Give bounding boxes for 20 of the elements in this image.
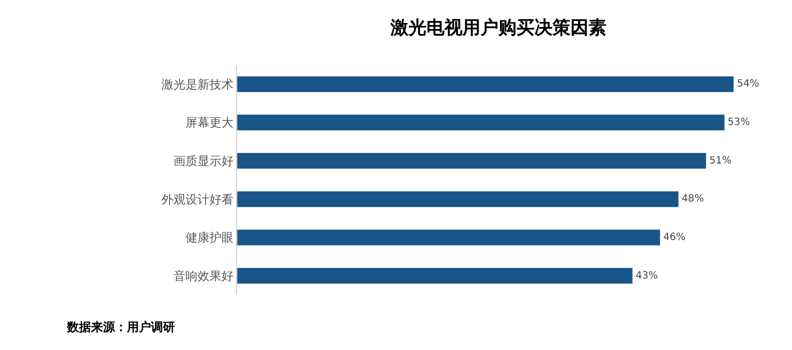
data-label: 43% <box>636 270 658 282</box>
chart-title: 激光电视用户购买决策因素 <box>390 18 606 39</box>
bar <box>237 76 734 92</box>
bar <box>237 190 679 208</box>
data-label: 48% <box>682 194 704 205</box>
bar <box>237 114 725 131</box>
y-tick-label: 外观设计好看 <box>162 192 234 206</box>
bar <box>237 268 633 284</box>
bar <box>237 152 706 170</box>
y-tick-label: 健康护眼 <box>186 230 234 245</box>
y-tick-label: 激光是新技术 <box>162 77 234 92</box>
data-label: 54% <box>736 78 760 90</box>
data-label: 46% <box>663 232 686 243</box>
data-label: 53% <box>728 117 750 128</box>
y-tick-label: 音响效果好 <box>174 269 234 284</box>
source-note: 数据来源：用户调研 <box>66 320 175 334</box>
y-tick-label: 屏幕更大 <box>186 116 234 130</box>
data-label: 51% <box>709 155 732 166</box>
y-tick-label: 画质显示好 <box>174 154 234 168</box>
bar <box>237 229 660 246</box>
